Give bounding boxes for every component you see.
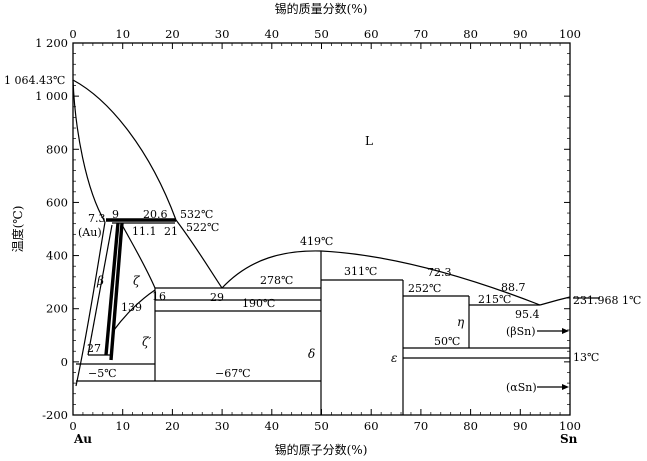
phase-labels: L β ζ ζ′ δ ε η (βSn) (αSn) (Au) xyxy=(78,134,537,394)
top-tick-label: 60 xyxy=(364,27,379,41)
bottom-tick-label: 10 xyxy=(115,419,130,433)
top-tick-label: 20 xyxy=(165,27,180,41)
arrow-beta-sn-head xyxy=(562,328,569,334)
phase-boundaries xyxy=(72,79,600,415)
bottom-tick-label: 80 xyxy=(463,419,478,433)
phase-delta: δ xyxy=(308,347,315,361)
arrow-alpha-sn-head xyxy=(562,384,569,390)
ann-sn-melt: 231.968 1℃ xyxy=(573,294,641,307)
ann-252: 252℃ xyxy=(408,282,441,295)
bottom-tick-label: 100 xyxy=(559,419,581,433)
y-tick-label: 800 xyxy=(46,142,68,156)
y-tick-label: 0 xyxy=(61,355,68,369)
bottom-tick-label: 70 xyxy=(414,419,429,433)
bottom-tick-label: 30 xyxy=(215,419,230,433)
ann-11-1: 11.1 xyxy=(132,225,157,238)
ann-20-6: 20.6 xyxy=(143,208,168,221)
top-tick-label: 70 xyxy=(414,27,429,41)
beta-right-1 xyxy=(104,222,120,356)
phase-beta-sn: (βSn) xyxy=(506,325,536,338)
top-tick-label: 40 xyxy=(264,27,279,41)
y-tick-label: 400 xyxy=(46,249,68,263)
phase-zeta: ζ xyxy=(133,274,141,288)
ann-278: 278℃ xyxy=(260,274,293,287)
au-solvus xyxy=(75,221,106,387)
bottom-tick-label: 20 xyxy=(165,419,180,433)
top-tick-label: 80 xyxy=(463,27,478,41)
ann-minus67: −67℃ xyxy=(215,367,251,380)
zeta-boundary xyxy=(120,222,156,289)
top-tick-label: 10 xyxy=(115,27,130,41)
top-tick-label: 0 xyxy=(69,27,76,41)
bottom-tick-label: 0 xyxy=(69,419,76,433)
bottom-tick-label: 40 xyxy=(264,419,279,433)
ann-16: 16 xyxy=(152,290,166,303)
end-label-au: Au xyxy=(73,432,92,446)
ann-29: 29 xyxy=(210,291,224,304)
zeta-139 xyxy=(113,289,156,331)
phase-beta: β xyxy=(96,274,104,288)
y-tick-label: 200 xyxy=(46,302,68,316)
ann-9: 9 xyxy=(112,208,119,221)
phase-zeta-prime: ζ′ xyxy=(142,335,152,349)
ann-311: 311℃ xyxy=(344,265,377,278)
ann-190: 190℃ xyxy=(242,297,275,310)
end-label-sn: Sn xyxy=(560,432,578,446)
liquidus-to-29 xyxy=(175,219,223,289)
bottom-axis-label: 锡的原子分数(%) xyxy=(275,442,368,457)
phase-liquid: L xyxy=(365,134,373,148)
solidus-left xyxy=(72,79,106,223)
ann-72-3: 72.3 xyxy=(427,266,452,279)
top-tick-label: 100 xyxy=(559,27,581,41)
phase-alpha-sn: (αSn) xyxy=(506,381,537,394)
top-axis-label: 锡的质量分数(%) xyxy=(275,1,368,16)
ann-minus5: −5℃ xyxy=(88,367,117,380)
y-tick-label: -200 xyxy=(42,408,68,422)
ann-50: 50℃ xyxy=(434,335,460,348)
delta-liquidus xyxy=(221,250,541,306)
ann-419: 419℃ xyxy=(300,235,333,248)
phase-au: (Au) xyxy=(78,226,102,239)
ann-532: 532℃ xyxy=(180,208,213,221)
phase-eta: η xyxy=(457,315,465,329)
ann-au-melt: 1 064.43℃ xyxy=(4,74,65,87)
liquidus-left xyxy=(72,79,177,221)
y-tick-label: 1 200 xyxy=(35,36,68,50)
phase-epsilon: ε xyxy=(391,351,397,365)
ann-95-4: 95.4 xyxy=(515,308,540,321)
ann-27: 27 xyxy=(87,342,101,355)
ann-522: 522℃ xyxy=(186,221,219,234)
y-tick-label: 1 000 xyxy=(35,89,68,103)
bottom-tick-label: 90 xyxy=(513,419,528,433)
y-tick-label: 600 xyxy=(46,195,68,209)
bottom-tick-label: 50 xyxy=(314,419,329,433)
ann-88-7: 88.7 xyxy=(501,281,526,294)
ann-139: 139 xyxy=(121,301,142,314)
top-tick-label: 90 xyxy=(513,27,528,41)
top-tick-label: 50 xyxy=(314,27,329,41)
ann-215: 215℃ xyxy=(478,293,511,306)
sn-liquidus xyxy=(539,296,571,306)
y-axis-label: 温度(℃) xyxy=(10,206,25,253)
ann-13: 13℃ xyxy=(573,351,599,364)
zeta-left-boundary xyxy=(110,222,123,361)
ann-21: 21 xyxy=(164,225,178,238)
annotations: 1 064.43℃ 231.968 1℃ 532℃ 522℃ 419℃ 311℃… xyxy=(4,74,641,380)
beta-left xyxy=(87,224,113,356)
bottom-tick-label: 60 xyxy=(364,419,379,433)
axis-ticks xyxy=(72,42,571,416)
ann-7-3: 7.3 xyxy=(88,212,106,225)
top-tick-label: 30 xyxy=(215,27,230,41)
